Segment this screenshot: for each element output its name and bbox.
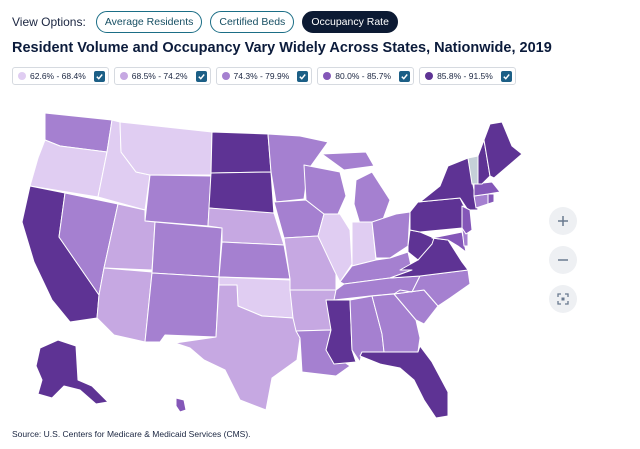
legend-label-5: 85.8% - 91.5%: [437, 71, 493, 81]
checkbox-icon[interactable]: [500, 70, 512, 82]
us-map-svg: [21, 112, 523, 419]
certified-beds-button[interactable]: Certified Beds: [210, 11, 295, 33]
checkbox-icon[interactable]: [195, 70, 207, 82]
state-texas[interactable]: [174, 284, 301, 411]
minus-icon: [558, 259, 568, 261]
state-new-jersey[interactable]: [461, 205, 473, 235]
source-note: Source: U.S. Centers for Medicare & Medi…: [12, 429, 251, 439]
state-arizona[interactable]: [96, 267, 153, 343]
checkbox-icon[interactable]: [93, 70, 105, 82]
legend-swatch-4: [323, 72, 332, 80]
state-michigan[interactable]: [353, 171, 391, 225]
reset-zoom-button[interactable]: [549, 285, 577, 313]
state-maryland[interactable]: [431, 231, 467, 253]
state-massachusetts[interactable]: [473, 181, 501, 197]
legend-item-4[interactable]: 80.0% - 85.7%: [317, 67, 415, 85]
view-options-label: View Options:: [12, 15, 86, 29]
legend-swatch-1: [18, 72, 26, 80]
fullscreen-icon: [557, 293, 569, 305]
state-illinois[interactable]: [317, 213, 353, 283]
state-north-dakota[interactable]: [210, 131, 272, 174]
zoom-in-button[interactable]: [549, 207, 577, 235]
state-alaska[interactable]: [35, 339, 109, 405]
plus-icon: [558, 216, 568, 226]
state-new-mexico[interactable]: [144, 272, 220, 343]
occupancy-rate-button[interactable]: Occupancy Rate: [302, 11, 398, 33]
state-new-hampshire[interactable]: [477, 139, 491, 185]
legend-label-1: 62.6% - 68.4%: [30, 71, 86, 81]
legend-label-3: 74.3% - 79.9%: [233, 71, 290, 81]
legend-item-5[interactable]: 85.8% - 91.5%: [419, 67, 516, 85]
state-colorado[interactable]: [151, 221, 223, 278]
state-kansas[interactable]: [218, 241, 291, 280]
legend-item-1[interactable]: 62.6% - 68.4%: [12, 67, 109, 85]
legend-label-4: 80.0% - 85.7%: [335, 71, 392, 81]
legend-item-3[interactable]: 74.3% - 79.9%: [215, 67, 313, 85]
legend-swatch-5: [425, 72, 434, 80]
state-wyoming[interactable]: [144, 174, 212, 227]
legend: 62.6% - 68.4% 68.5% - 74.2% 74.3% - 79.9…: [12, 67, 516, 85]
us-map: [0, 95, 540, 425]
state-montana[interactable]: [119, 121, 213, 176]
view-options: View Options: Average Residents Certifie…: [12, 11, 398, 33]
checkbox-icon[interactable]: [297, 70, 309, 82]
state-rhode-island[interactable]: [487, 193, 495, 205]
state-michigan-up[interactable]: [321, 151, 375, 171]
average-residents-button[interactable]: Average Residents: [95, 11, 203, 33]
state-maine[interactable]: [483, 121, 523, 179]
legend-swatch-3: [221, 72, 230, 80]
legend-swatch-2: [119, 72, 128, 80]
zoom-out-button[interactable]: [549, 246, 577, 274]
chart-title: Resident Volume and Occupancy Vary Widel…: [12, 40, 552, 56]
state-pennsylvania[interactable]: [409, 197, 467, 233]
state-hawaii[interactable]: [175, 397, 187, 413]
checkbox-icon[interactable]: [399, 70, 411, 82]
legend-label-2: 68.5% - 74.2%: [131, 71, 188, 81]
legend-item-2[interactable]: 68.5% - 74.2%: [113, 67, 211, 85]
state-florida[interactable]: [359, 345, 449, 419]
